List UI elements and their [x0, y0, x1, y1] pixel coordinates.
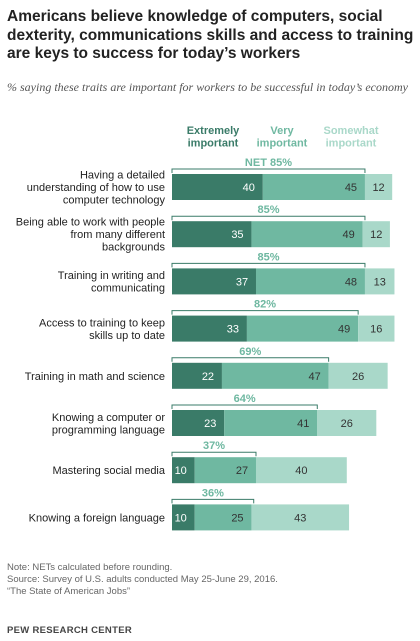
- category-label: Knowing a foreign language: [29, 512, 165, 524]
- category-label: Being able to work with people from many …: [16, 217, 166, 254]
- bar-value-label: 40: [243, 182, 255, 194]
- category-label: Having a detailed understanding of how to…: [27, 170, 166, 207]
- net-bracket: [171, 262, 366, 268]
- net-bracket: [171, 310, 359, 315]
- net-label: 69%: [239, 346, 261, 358]
- bar-value-label: 13: [374, 276, 386, 288]
- bar-value-label: 12: [370, 229, 382, 241]
- bar-value-label: 33: [227, 324, 239, 336]
- bar-value-label: 10: [175, 465, 187, 477]
- bar-segment: [364, 174, 393, 200]
- bar-segment: [328, 362, 388, 389]
- bar-value-label: 49: [338, 324, 350, 336]
- bar-value-label: 25: [231, 512, 243, 524]
- bar-segment: [221, 362, 329, 389]
- bar-value-label: 26: [352, 371, 364, 383]
- bar-value-label: 35: [231, 229, 243, 241]
- bar-segment: [364, 268, 395, 295]
- bar-value-label: 45: [345, 182, 357, 194]
- bar-value-label: 41: [297, 418, 309, 430]
- net-label: NET 85%: [245, 157, 292, 169]
- bar-value-label: 47: [309, 371, 321, 383]
- pew-research-center-logo: PEW RESEARCH CENTER: [7, 625, 132, 636]
- bar-value-label: 12: [372, 182, 384, 194]
- bar-segment: [251, 221, 363, 248]
- category-label: Mastering social media: [53, 465, 166, 477]
- bar-segment: [358, 315, 395, 342]
- net-label: 82%: [254, 299, 276, 311]
- footer-note: Note: NETs calculated before rounding.: [7, 562, 173, 573]
- bar-segment: [255, 457, 347, 484]
- net-bracket: [171, 215, 366, 221]
- category-label: Training in writing and communicating: [58, 270, 165, 295]
- bar-segment: [262, 174, 365, 200]
- net-bracket: [171, 404, 318, 409]
- bar-segment: [172, 174, 263, 200]
- footer-report: “The State of American Jobs”: [7, 586, 131, 597]
- bar-segment: [246, 315, 359, 342]
- bar-value-label: 23: [204, 418, 216, 430]
- legend-label: Extremely important: [187, 125, 240, 150]
- net-label: 36%: [202, 487, 224, 499]
- bar-value-label: 37: [236, 276, 248, 288]
- net-label: 85%: [257, 251, 279, 263]
- category-label: Access to training to keep skills up to d…: [39, 317, 165, 342]
- net-bracket: [171, 168, 366, 173]
- bar-segment: [194, 457, 256, 484]
- bar-segment: [172, 457, 195, 484]
- chart-title: Americans believe knowledge of computers…: [7, 8, 414, 62]
- net-label: 37%: [203, 440, 225, 452]
- net-label: 64%: [234, 393, 256, 405]
- bar-value-label: 22: [202, 371, 214, 383]
- chart-subtitle: % saying these traits are important for …: [7, 80, 408, 94]
- bar-segment: [172, 315, 247, 342]
- category-label: Knowing a computer or programming languag…: [52, 412, 165, 437]
- bar-value-label: 16: [370, 324, 382, 336]
- net-bracket: [171, 451, 257, 457]
- net-label: 85%: [257, 204, 279, 216]
- net-bracket: [171, 357, 330, 362]
- bar-segment: [362, 221, 390, 248]
- bar-value-label: 40: [295, 465, 307, 477]
- category-label: Training in math and science: [25, 371, 165, 383]
- bar-segment: [251, 504, 350, 531]
- bar-segment: [255, 268, 365, 295]
- bar-segment: [172, 268, 256, 295]
- bar-value-label: 27: [236, 465, 248, 477]
- bar-segment: [172, 362, 222, 389]
- bar-segment: [317, 410, 377, 436]
- bar-value-label: 10: [175, 512, 187, 524]
- net-bracket: [171, 498, 255, 504]
- bar-segment: [172, 221, 252, 248]
- bar-value-label: 26: [341, 418, 353, 430]
- bar-segment: [172, 410, 225, 436]
- bar-segment: [224, 410, 318, 436]
- footer-source: Source: Survey of U.S. adults conducted …: [7, 574, 278, 585]
- bar-segment: [172, 504, 195, 531]
- bar-value-label: 48: [345, 276, 357, 288]
- bar-segment: [194, 504, 252, 531]
- bar-value-label: 43: [294, 512, 306, 524]
- legend-label: Very important: [257, 125, 308, 150]
- legend-label: Somewhat important: [323, 125, 378, 150]
- bar-value-label: 49: [343, 229, 355, 241]
